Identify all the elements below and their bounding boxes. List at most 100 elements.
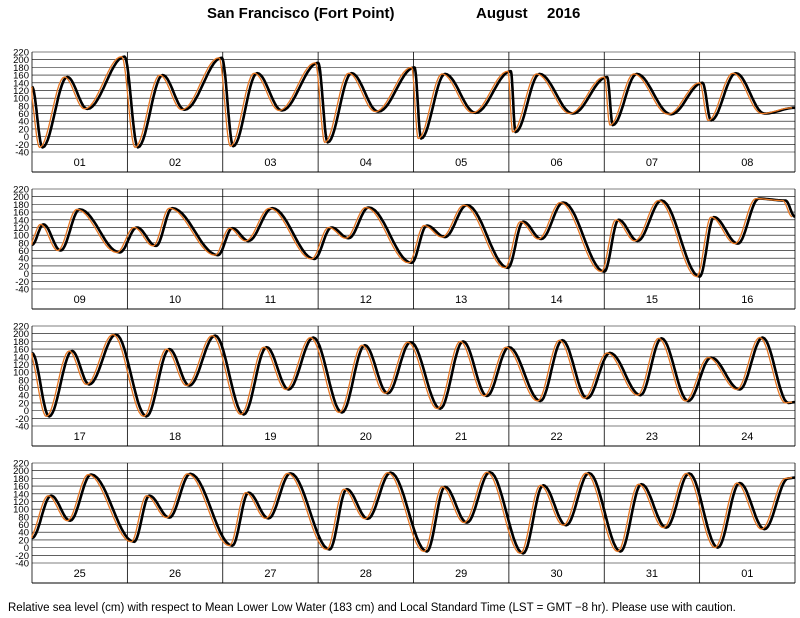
y-tick-label: 180 <box>13 200 29 211</box>
day-label: 20 <box>360 431 372 443</box>
y-tick-label: -40 <box>15 422 29 433</box>
y-tick-label: 140 <box>13 215 29 226</box>
y-tick-label: 0 <box>24 269 29 280</box>
station-name: San Francisco (Fort Point) <box>207 5 395 22</box>
day-label: 21 <box>455 431 467 443</box>
day-label: 28 <box>360 568 372 580</box>
predicted-curve <box>31 197 793 278</box>
day-label: 11 <box>265 294 276 306</box>
y-tick-label: 160 <box>13 345 29 356</box>
y-tick-label: 20 <box>18 398 29 409</box>
day-label: 07 <box>646 157 658 169</box>
y-tick-label: 220 <box>13 185 29 196</box>
y-tick-label: 140 <box>13 78 29 89</box>
day-label: 16 <box>741 294 753 306</box>
day-label: 22 <box>550 431 562 443</box>
observed-curve <box>31 470 796 555</box>
y-tick-label: 100 <box>13 368 29 379</box>
y-tick-label: 120 <box>13 223 29 234</box>
day-label: 02 <box>169 157 181 169</box>
y-tick-label: 200 <box>13 192 29 203</box>
observed-curve <box>31 197 796 278</box>
footer-note: Relative sea level (cm) with respect to … <box>8 602 736 614</box>
y-tick-label: 100 <box>13 505 29 516</box>
y-tick-label: 180 <box>13 63 29 74</box>
y-tick-label: 200 <box>13 466 29 477</box>
y-tick-label: 80 <box>18 101 29 112</box>
y-tick-label: 120 <box>13 360 29 371</box>
y-tick-label: 220 <box>13 322 29 333</box>
day-label: 27 <box>264 568 276 580</box>
y-tick-label: -40 <box>15 285 29 296</box>
y-tick-label: 180 <box>13 337 29 348</box>
day-label: 23 <box>646 431 658 443</box>
day-label: 30 <box>550 568 562 580</box>
day-label: 31 <box>646 568 658 580</box>
day-label: 29 <box>455 568 467 580</box>
y-tick-label: 200 <box>13 329 29 340</box>
observed-curve <box>31 55 795 149</box>
day-label: 26 <box>169 568 181 580</box>
y-tick-label: 40 <box>18 391 29 402</box>
y-tick-label: 0 <box>24 543 29 554</box>
day-label: 08 <box>741 157 753 169</box>
day-label: 25 <box>74 568 86 580</box>
day-label: 19 <box>264 431 276 443</box>
y-tick-label: 120 <box>13 497 29 508</box>
y-tick-label: 0 <box>24 132 29 143</box>
day-label: 18 <box>169 431 181 443</box>
year-label: 2016 <box>547 5 581 22</box>
chart-title: San Francisco (Fort Point) August 2016 <box>0 5 800 27</box>
day-label: 17 <box>74 431 86 443</box>
y-tick-label: 100 <box>13 94 29 105</box>
y-tick-label: -20 <box>15 140 29 151</box>
y-tick-label: 160 <box>13 482 29 493</box>
y-tick-label: 40 <box>18 117 29 128</box>
y-tick-label: 20 <box>18 261 29 272</box>
day-label: 01 <box>74 157 86 169</box>
y-tick-label: 160 <box>13 208 29 219</box>
y-tick-label: -20 <box>15 277 29 288</box>
y-tick-label: 40 <box>18 528 29 539</box>
y-tick-label: -20 <box>15 551 29 562</box>
y-tick-label: 60 <box>18 520 29 531</box>
y-tick-label: 20 <box>18 535 29 546</box>
y-tick-label: 60 <box>18 383 29 394</box>
y-tick-label: 60 <box>18 246 29 257</box>
y-tick-label: 180 <box>13 474 29 485</box>
day-label: 15 <box>646 294 658 306</box>
y-tick-label: 0 <box>24 406 29 417</box>
y-tick-label: -40 <box>15 148 29 159</box>
day-label: 14 <box>550 294 562 306</box>
y-tick-label: 40 <box>18 254 29 265</box>
observed-curve <box>31 333 796 418</box>
y-tick-label: 100 <box>13 231 29 242</box>
day-label: 10 <box>169 294 181 306</box>
day-label: 01 <box>741 568 753 580</box>
day-label: 03 <box>264 157 276 169</box>
y-tick-label: 220 <box>13 48 29 59</box>
day-label: 06 <box>550 157 562 169</box>
y-tick-label: 220 <box>13 459 29 470</box>
y-tick-label: 80 <box>18 512 29 523</box>
y-tick-label: 160 <box>13 71 29 82</box>
month-label: August <box>476 5 528 22</box>
y-tick-label: 120 <box>13 86 29 97</box>
y-tick-label: -40 <box>15 559 29 570</box>
day-label: 24 <box>741 431 753 443</box>
predicted-curve <box>31 471 793 555</box>
y-tick-label: 80 <box>18 238 29 249</box>
day-label: 05 <box>455 157 467 169</box>
day-label: 12 <box>360 294 372 306</box>
y-tick-label: 140 <box>13 489 29 500</box>
y-tick-label: 60 <box>18 109 29 120</box>
y-tick-label: 80 <box>18 375 29 386</box>
y-tick-label: -20 <box>15 414 29 425</box>
day-label: 09 <box>74 294 86 306</box>
predicted-curve <box>31 55 793 149</box>
y-tick-label: 20 <box>18 124 29 135</box>
day-label: 04 <box>360 157 372 169</box>
y-tick-label: 140 <box>13 352 29 363</box>
y-tick-label: 200 <box>13 55 29 66</box>
